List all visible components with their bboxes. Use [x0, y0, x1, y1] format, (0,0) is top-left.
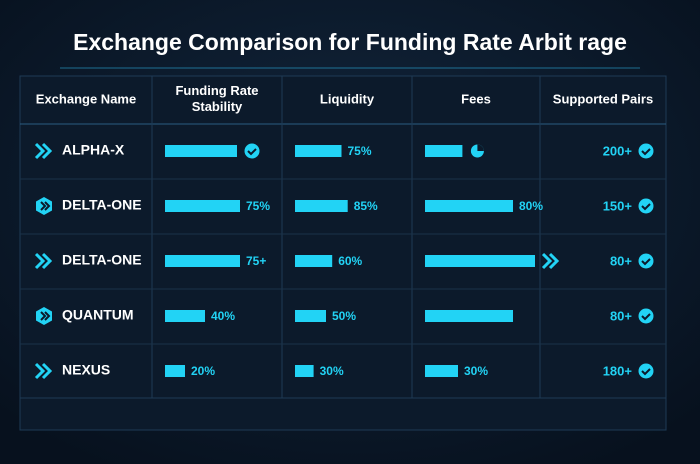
supported-pairs: 180+ — [603, 363, 633, 378]
row: QUANTUM 40% 50% 80+ — [20, 288, 666, 325]
bar-label: 80% — [519, 199, 543, 213]
check-icon — [638, 363, 654, 379]
arrow-icon — [34, 252, 53, 270]
bar-label: 75% — [246, 199, 270, 213]
column-header: Liquidity — [320, 91, 375, 106]
bar-label: 75% — [348, 144, 372, 158]
bar — [165, 365, 185, 377]
row: NEXUS 20% 30% 30% 180+ — [20, 343, 666, 380]
bar — [295, 310, 326, 322]
bar — [165, 310, 205, 322]
bar — [295, 200, 348, 212]
table-frame — [19, 75, 667, 431]
bar-label: 30% — [464, 364, 488, 378]
check-mark — [641, 313, 651, 321]
arrow-icon — [34, 362, 53, 380]
exchange-name: DELTA-ONE — [62, 252, 142, 268]
exchange-name: NEXUS — [62, 362, 110, 378]
bar-label: 50% — [332, 309, 356, 323]
check-mark — [641, 203, 651, 211]
column-header: Funding Rate Stability — [175, 83, 258, 114]
supported-pairs: 150+ — [603, 198, 633, 213]
supported-pairs: 200+ — [603, 143, 633, 158]
bar — [425, 365, 458, 377]
hex-icon-cut — [40, 201, 51, 211]
check-mark — [641, 258, 651, 266]
check-icon — [638, 198, 654, 214]
row: ALPHA-X 75% 200+ — [34, 142, 654, 160]
title: Exchange Comparison for Funding Rate Arb… — [73, 29, 627, 55]
rows: ALPHA-X 75% 200+DELTA-ONE 75% 85% 80% 150+DELT… — [20, 142, 666, 380]
bar — [165, 255, 240, 267]
bar-label: 75+ — [246, 254, 266, 268]
arrow-icon — [541, 252, 560, 270]
bar — [425, 145, 463, 157]
bar-label: 40% — [211, 309, 235, 323]
exchange-name: QUANTUM — [62, 307, 134, 323]
bar-label: 85% — [354, 199, 378, 213]
hex-icon-cut — [40, 311, 51, 321]
check-icon — [638, 308, 654, 324]
exchange-name: ALPHA-X — [62, 142, 125, 158]
bar — [425, 200, 513, 212]
bar — [295, 145, 342, 157]
bar — [295, 255, 333, 267]
check-mark — [641, 368, 651, 376]
arrow-icon — [34, 142, 53, 160]
bar — [165, 200, 240, 212]
row: DELTA-ONE 75+ 60% 80+ — [20, 233, 666, 270]
check-icon — [244, 143, 260, 159]
bar-label: 30% — [320, 364, 344, 378]
bar — [425, 255, 535, 267]
row: DELTA-ONE 75% 85% 80% 150+ — [20, 178, 666, 215]
check-icon — [638, 143, 654, 159]
column-header: Supported Pairs — [553, 91, 653, 106]
bar — [425, 310, 513, 322]
check-icon — [638, 253, 654, 269]
column-header: Exchange Name — [36, 91, 136, 106]
supported-pairs: 80+ — [610, 308, 632, 323]
bar — [295, 365, 314, 377]
bar-label: 60% — [338, 254, 362, 268]
column-header: Fees — [461, 91, 491, 106]
exchange-name: DELTA-ONE — [62, 197, 142, 213]
bar-label: 20% — [191, 364, 215, 378]
pie-slice — [477, 144, 484, 151]
check-mark — [641, 148, 651, 156]
bar — [165, 145, 237, 157]
check-mark — [247, 148, 257, 156]
supported-pairs: 80+ — [610, 253, 632, 268]
